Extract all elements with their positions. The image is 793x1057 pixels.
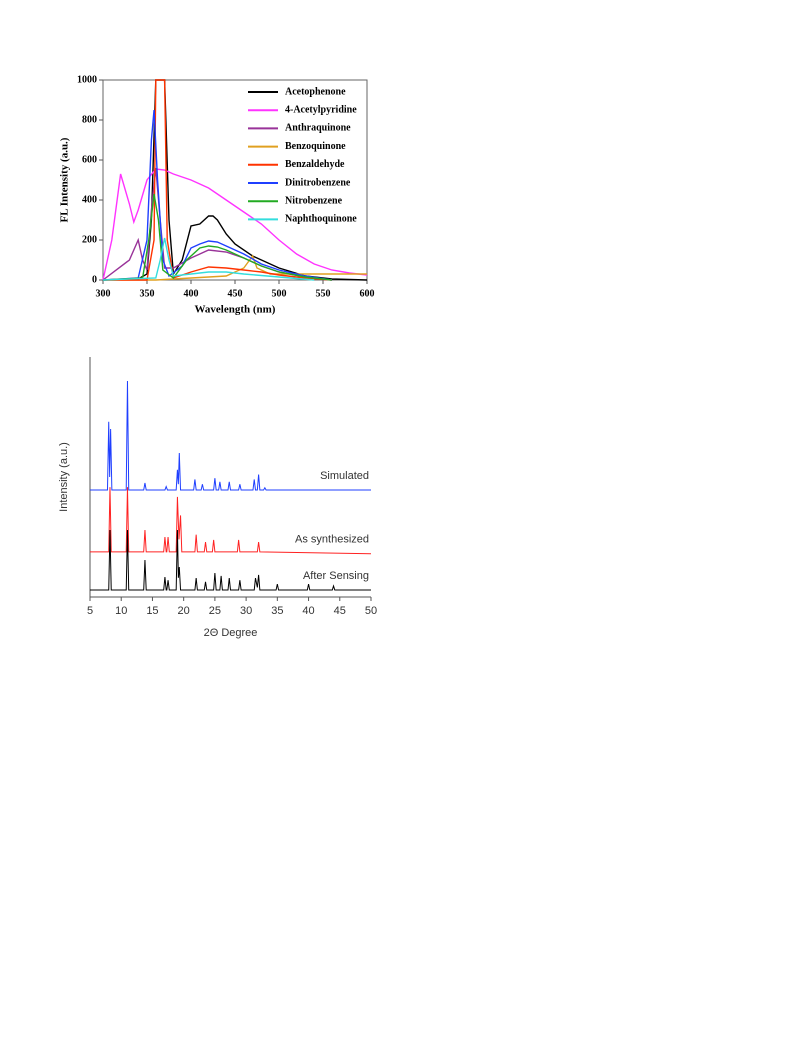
trace-label: Simulated xyxy=(320,470,369,482)
x-tick-label: 300 xyxy=(96,288,111,299)
series-line xyxy=(103,254,367,281)
y-tick-label: 600 xyxy=(82,154,97,165)
y-axis-label: Intensity (a.u.) xyxy=(58,442,70,512)
trace-label: As synthesized xyxy=(295,534,369,546)
legend-label: Acetophenone xyxy=(285,86,346,97)
x-tick-label: 15 xyxy=(146,605,158,617)
y-tick-label: 400 xyxy=(82,194,97,205)
x-tick-label: 50 xyxy=(365,605,377,617)
chart: 5 10 15 20 25 30 35 40 45 50 2Θ Degree Intensity (a… xyxy=(58,357,377,639)
x-tick-label: 450 xyxy=(228,288,243,299)
series-line xyxy=(102,109,332,281)
y-tick-label: 1000 xyxy=(77,74,97,85)
x-tick-label: 25 xyxy=(209,605,221,617)
series-line xyxy=(102,237,315,281)
x-tick-label: 600 xyxy=(360,288,375,299)
trace-label: After Sensing xyxy=(303,570,369,582)
x-tick-label: 10 xyxy=(115,605,127,617)
x-axis-label: Wavelength (nm) xyxy=(195,304,276,316)
legend-label: Benzaldehyde xyxy=(285,159,345,170)
legend-label: Naphthoquinone xyxy=(285,214,357,225)
x-tick-label: 45 xyxy=(334,605,346,617)
x-tick-label: 350 xyxy=(140,288,155,299)
x-tick-label: 40 xyxy=(302,605,314,617)
x-tick-label: 500 xyxy=(272,288,287,299)
legend-label: Anthraquinone xyxy=(285,123,351,134)
x-tick-label: 550 xyxy=(316,288,331,299)
y-tick-label: 0 xyxy=(92,274,97,285)
legend-label: Nitrobenzene xyxy=(285,195,343,206)
series-line xyxy=(90,530,371,591)
x-axis-label: 2Θ Degree xyxy=(204,627,258,639)
x-tick-label: 35 xyxy=(271,605,283,617)
y-tick-label: 200 xyxy=(82,234,97,245)
x-tick-label: 20 xyxy=(178,605,190,617)
series-line xyxy=(103,79,332,281)
series-line xyxy=(90,380,371,491)
series-line xyxy=(102,193,332,281)
legend-label: Dinitrobenzene xyxy=(285,177,351,188)
series-line xyxy=(102,168,368,281)
x-tick-label: 30 xyxy=(240,605,252,617)
legend-label: 4-Acetylpyridine xyxy=(285,104,357,115)
y-axis-label: FL Intensity (a.u.) xyxy=(59,137,71,222)
series-line xyxy=(90,487,372,555)
y-tick-label: 800 xyxy=(82,114,97,125)
legend-label: Benzoquinone xyxy=(285,141,346,152)
chart: 300 350 400 450 500 550 600 0 200 400 600 800 1000 Wa… xyxy=(59,74,375,315)
x-tick-label: 5 xyxy=(87,605,93,617)
x-tick-label: 400 xyxy=(184,288,199,299)
